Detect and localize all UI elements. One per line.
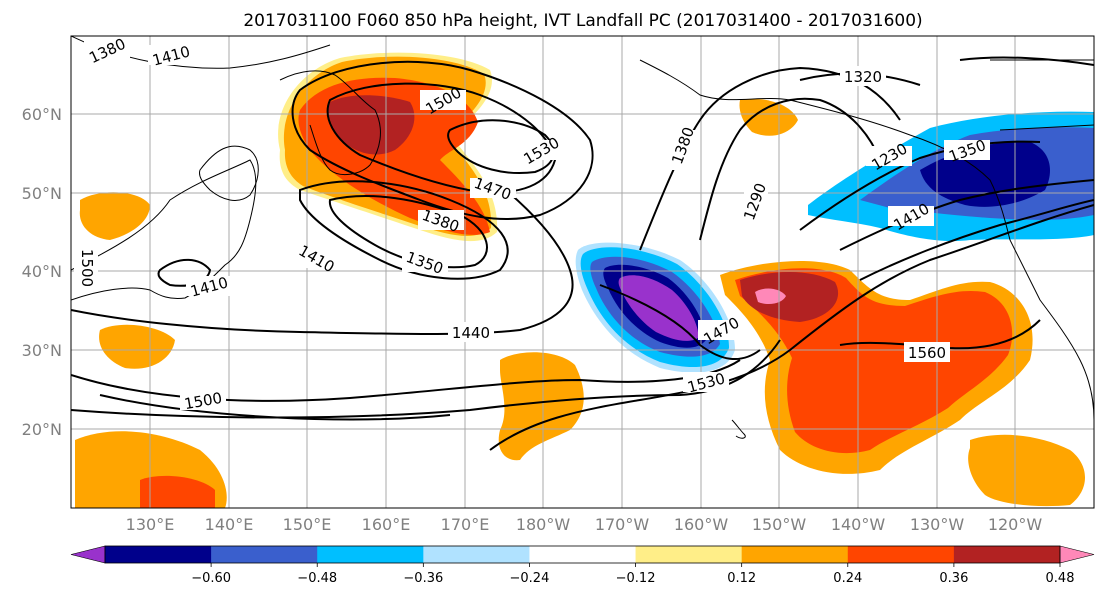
- contour-1230: [799, 140, 1041, 231]
- contour-label-bg-3: [420, 90, 466, 110]
- lon-label-160e: 160°E: [362, 515, 411, 534]
- colorbar-segment: [423, 546, 530, 563]
- contour-label-1500-west: 1500: [78, 249, 96, 287]
- contour-label-bg-15: [672, 130, 696, 170]
- coast-hawaii: [731, 419, 746, 439]
- contour-1530: [489, 204, 1094, 451]
- contour-label-bg-14: [698, 320, 744, 340]
- contour-1530-inner: [447, 119, 555, 174]
- contour-label-bg-11: [448, 322, 494, 342]
- contour-label-bg-8: [294, 248, 340, 268]
- contour-label-bg-4: [518, 140, 564, 160]
- ivt-darkred-1: [328, 95, 415, 155]
- contour-label-bg-6: [418, 210, 464, 230]
- contour-label-bg-17: [840, 66, 886, 86]
- contour-1470: [99, 284, 761, 421]
- contour-1410-east: [859, 199, 1094, 281]
- contour-1290: [699, 97, 881, 241]
- lon-label-180w: 180°W: [516, 515, 571, 534]
- ivt-patch-southwest-red: [140, 475, 215, 508]
- contour-label-bg-20: [888, 206, 934, 226]
- colorbar-segment: [1059, 545, 1095, 564]
- contour-label-bg-12: [180, 390, 226, 410]
- colorbar-segment: [317, 546, 424, 563]
- contour-label-bg-18: [866, 146, 912, 166]
- ivt-subtropical-darkred: [740, 272, 839, 322]
- colorbar-segment: [70, 545, 106, 564]
- contour-label-1440: 1440: [452, 324, 490, 342]
- lon-label-150e: 150°E: [283, 515, 332, 534]
- lon-label-160w: 160°W: [674, 515, 729, 534]
- lon-label-140w: 140°W: [831, 515, 886, 534]
- colorbar: −0.60 −0.48 −0.36 −0.24 −0.12 0.12 0.24 0.36 0.4…: [70, 545, 1095, 586]
- colorbar-segment: [105, 546, 212, 563]
- contour-label-bg-2: [148, 45, 194, 65]
- lat-label-20n: 20°N: [22, 420, 62, 439]
- contour-label-bg-19: [944, 140, 990, 160]
- colorbar-segment: [847, 546, 955, 563]
- lon-label-150w: 150°W: [752, 515, 807, 534]
- lon-label-130w: 130°W: [910, 515, 965, 534]
- contour-label-bg-21: [904, 342, 950, 362]
- ivt-patch-hawaii-west: [498, 352, 584, 461]
- contour-1380-low: [299, 180, 509, 280]
- contour-label-bg-9: [186, 276, 232, 296]
- colorbar-segment: [211, 546, 318, 563]
- height-contours: [71, 56, 1094, 451]
- contour-label-bg-7: [402, 252, 448, 272]
- colorbar-tick-label: −0.24: [510, 571, 550, 586]
- lat-label-50n: 50°N: [22, 184, 62, 203]
- contour-1350-low: [328, 195, 488, 269]
- contour-1530-ring: [326, 82, 557, 194]
- colorbar-tick-label: −0.36: [403, 571, 443, 586]
- colorbar-tick-label: 0.12: [727, 571, 756, 586]
- coast-hokkaido: [199, 145, 259, 201]
- coast-japan-asia: [71, 159, 257, 301]
- coastlines: [71, 36, 1094, 439]
- lon-label-140e: 140°E: [205, 515, 254, 534]
- lat-label-60n: 60°N: [22, 105, 62, 124]
- coast-canada: [990, 59, 1094, 131]
- colorbar-tick-label: −0.12: [616, 571, 656, 586]
- latitude-labels: 60°N 50°N 40°N 30°N 20°N: [22, 105, 62, 439]
- contour-1500-ring: [291, 60, 594, 220]
- contour-label-bg-10: [74, 248, 98, 288]
- lon-label-170e: 170°E: [441, 515, 490, 534]
- contour-label-1560: 1560: [908, 344, 946, 362]
- contour-1350: [839, 179, 1094, 251]
- contour-label-bg-13: [683, 372, 729, 392]
- lon-label-120w: 120°W: [988, 515, 1043, 534]
- colorbar-segment: [953, 546, 1061, 563]
- ivt-patch-baja: [968, 434, 1085, 507]
- figure-title: 2017031100 F060 850 hPa height, IVT Land…: [243, 11, 922, 31]
- contour-label-bg-16: [744, 186, 768, 226]
- colorbar-segment: [635, 546, 743, 563]
- longitude-labels: 130°E 140°E 150°E 160°E 170°E 180°W 170°…: [126, 515, 1043, 534]
- ivt-subtropical-pink: [755, 288, 786, 304]
- colorbar-tick-label: 0.36: [939, 571, 968, 586]
- lat-label-30n: 30°N: [22, 341, 62, 360]
- lon-label-170w: 170°W: [595, 515, 650, 534]
- colorbar-tick-label: 0.24: [833, 571, 862, 586]
- colorbar-segment: [741, 546, 849, 563]
- map-frame: [70, 35, 1095, 509]
- contour-label-1320: 1320: [844, 68, 882, 86]
- ivt-patch-alaska: [739, 98, 798, 136]
- lon-label-130e: 130°E: [126, 515, 175, 534]
- ivt-patch-philippine-sea: [99, 324, 175, 369]
- lat-label-40n: 40°N: [22, 262, 62, 281]
- colorbar-tick-label: 0.48: [1046, 571, 1075, 586]
- ivt-patch-west: [79, 192, 150, 240]
- colorbar-tick-label: −0.48: [297, 571, 337, 586]
- contour-label-bg-5: [470, 178, 516, 198]
- map-panel: 1380 1410 1500 1530 1470 1380 1350 1410 …: [70, 35, 1095, 509]
- colorbar-tick-label: −0.60: [191, 571, 231, 586]
- contour-label-bg-1: [84, 40, 130, 60]
- graticule: [71, 36, 1094, 508]
- colorbar-segment: [529, 546, 637, 563]
- coast-alaska-na: [639, 59, 1094, 421]
- colorbar-frame: [104, 545, 1061, 564]
